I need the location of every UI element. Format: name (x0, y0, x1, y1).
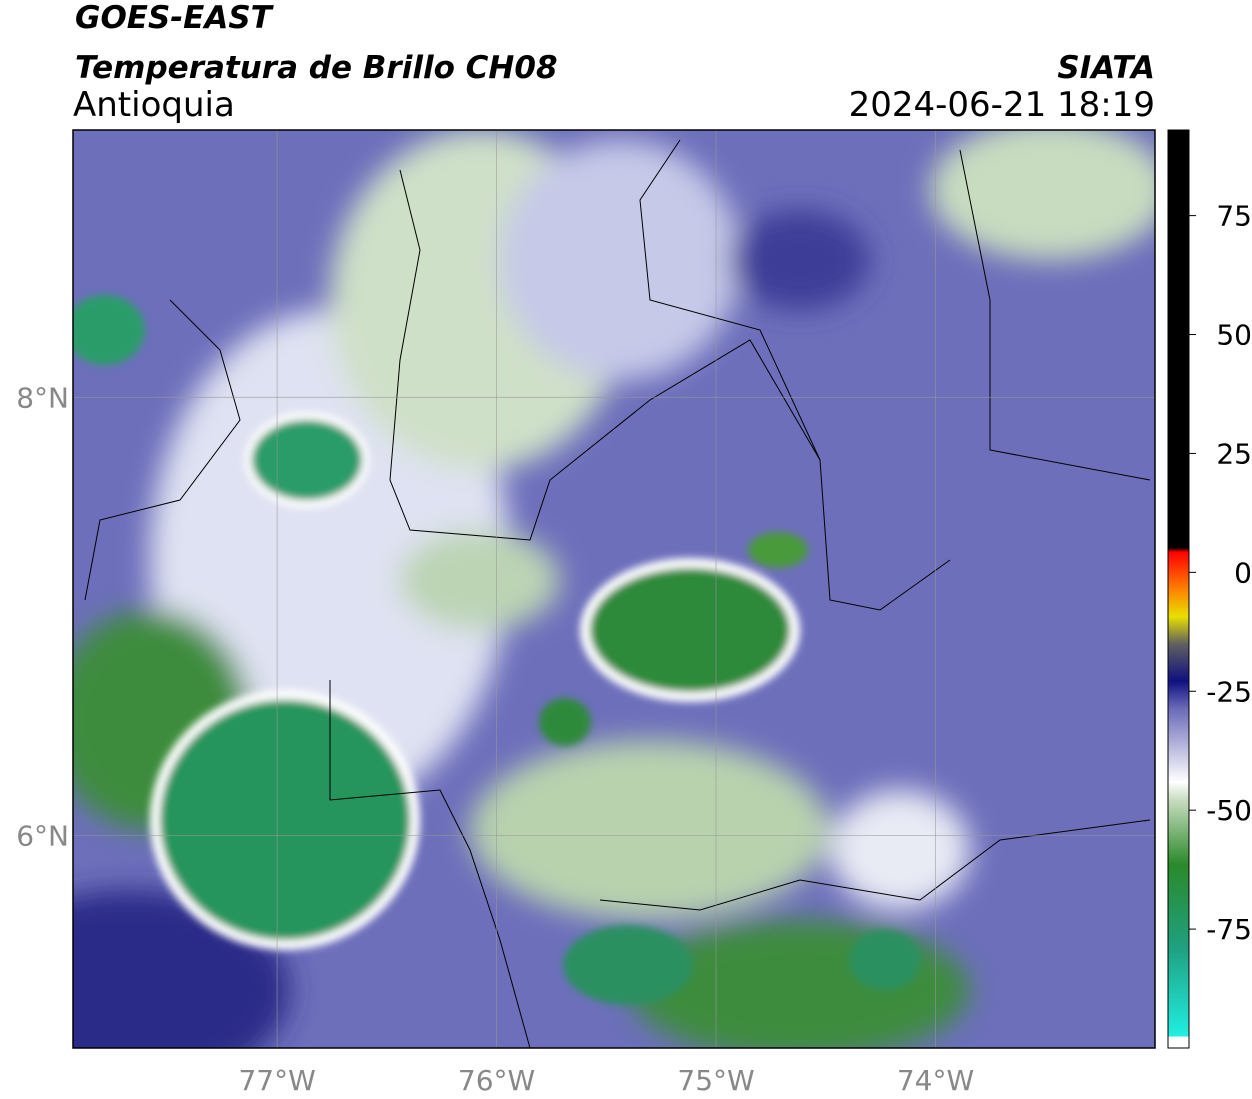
colorbar-tick-label: -50 (1206, 794, 1252, 827)
colorbar-tick-label: 50 (1216, 319, 1252, 352)
satellite: GOES-EAST (75, 0, 275, 36)
colorbar-tick-label: -75 (1206, 913, 1252, 946)
colorbar-tick-label: 0 (1234, 556, 1252, 589)
y-tick-label: 8°N (16, 381, 69, 414)
x-tick-label: 77°W (238, 1064, 315, 1097)
colorbar-tick-label: 25 (1216, 437, 1252, 470)
colorbar-tick-label: 75 (1216, 200, 1252, 233)
title: Temperatura de Brillo CH08 (75, 50, 558, 86)
colorbar (1167, 129, 1190, 1049)
x-tick-label: 75°W (677, 1064, 754, 1097)
brand: SIATA (1057, 50, 1155, 86)
graticule (73, 130, 1155, 1048)
colorbar-tick-label: -25 (1206, 675, 1252, 708)
map-frame (72, 129, 1156, 1049)
x-tick-label: 74°W (897, 1064, 974, 1097)
x-tick-label: 76°W (458, 1064, 535, 1097)
datetime: 2024-06-21 18:19 (849, 85, 1155, 125)
y-tick-label: 6°N (16, 819, 69, 852)
region: Antioquia (73, 85, 235, 125)
satellite-image (73, 130, 1155, 1048)
